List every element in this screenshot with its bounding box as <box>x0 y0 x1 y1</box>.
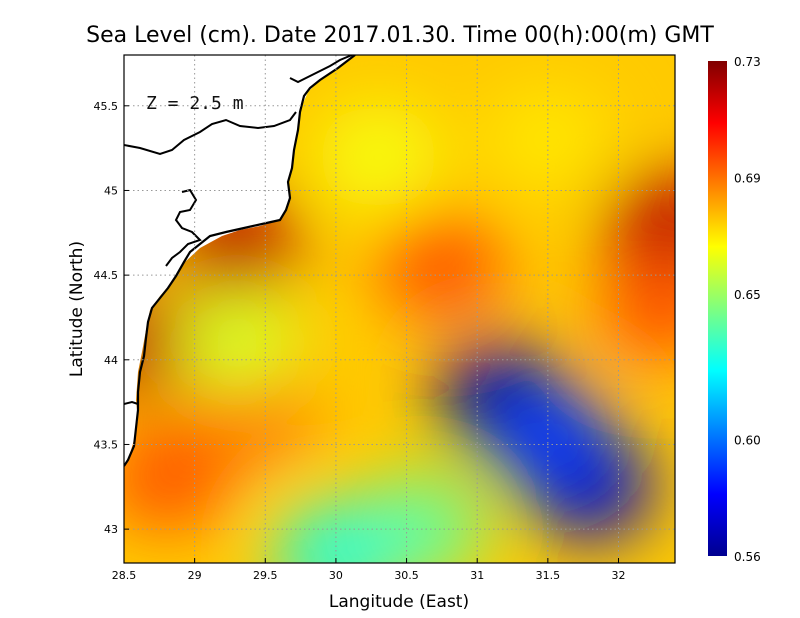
land-area <box>124 55 356 467</box>
field-feature <box>316 104 441 209</box>
x-tick-label: 31.5 <box>536 569 561 582</box>
x-axis-label: Langitude (East) <box>329 592 469 612</box>
field-feature <box>485 87 610 192</box>
land-mass <box>124 55 355 466</box>
colorbar-tick-label: 0.65 <box>734 288 761 302</box>
x-tick-label: 30 <box>329 569 343 582</box>
y-axis-ticks: 43 43.5 44 44.5 45 45.5 <box>94 100 129 536</box>
colorbar: 0.73 0.69 0.65 0.60 0.56 <box>708 55 761 564</box>
depth-annotation: Z = 2.5 m <box>146 93 244 114</box>
field-feature <box>598 257 675 361</box>
y-tick-label: 43.5 <box>94 438 119 451</box>
y-tick-label: 43 <box>104 523 118 536</box>
colorbar-tick-label: 0.69 <box>734 171 761 185</box>
x-tick-label: 28.5 <box>112 569 137 582</box>
field-feature <box>124 426 229 531</box>
grid-lines <box>124 55 675 563</box>
x-tick-label: 29 <box>188 569 202 582</box>
field-feature <box>379 214 504 319</box>
y-tick-label: 45.5 <box>94 100 119 113</box>
plot-frame <box>123 54 676 564</box>
sea-level-field <box>124 55 675 563</box>
x-tick-label: 32 <box>611 569 625 582</box>
coastline-lagoon <box>124 111 297 156</box>
colorbar-gradient <box>708 61 727 556</box>
colorbar-tick-label: 0.73 <box>734 55 761 69</box>
field-feature <box>485 384 610 488</box>
coastline-north <box>289 55 353 84</box>
colorbar-ticks: 0.73 0.69 0.65 0.60 0.56 <box>734 55 761 564</box>
y-tick-label: 44.5 <box>94 269 119 282</box>
y-tick-label: 44 <box>104 354 118 367</box>
x-tick-label: 31 <box>470 569 484 582</box>
field-feature <box>605 172 675 277</box>
y-axis-label: Latitude (North) <box>67 241 87 377</box>
coastline <box>124 55 356 467</box>
x-tick-label: 29.5 <box>253 569 278 582</box>
colorbar-tick-label: 0.60 <box>734 434 761 448</box>
field-feature <box>175 290 300 395</box>
x-axis-ticks: 28.5 29 29.5 30 30.5 31 31.5 32 <box>112 558 625 582</box>
y-tick-label: 45 <box>104 184 118 197</box>
colorbar-tick-label: 0.56 <box>734 550 761 564</box>
coastline-west <box>124 400 139 405</box>
x-tick-label: 30.5 <box>394 569 419 582</box>
chart-title: Sea Level (cm). Date 2017.01.30. Time 00… <box>86 23 714 48</box>
coastline-inlet <box>165 188 202 267</box>
